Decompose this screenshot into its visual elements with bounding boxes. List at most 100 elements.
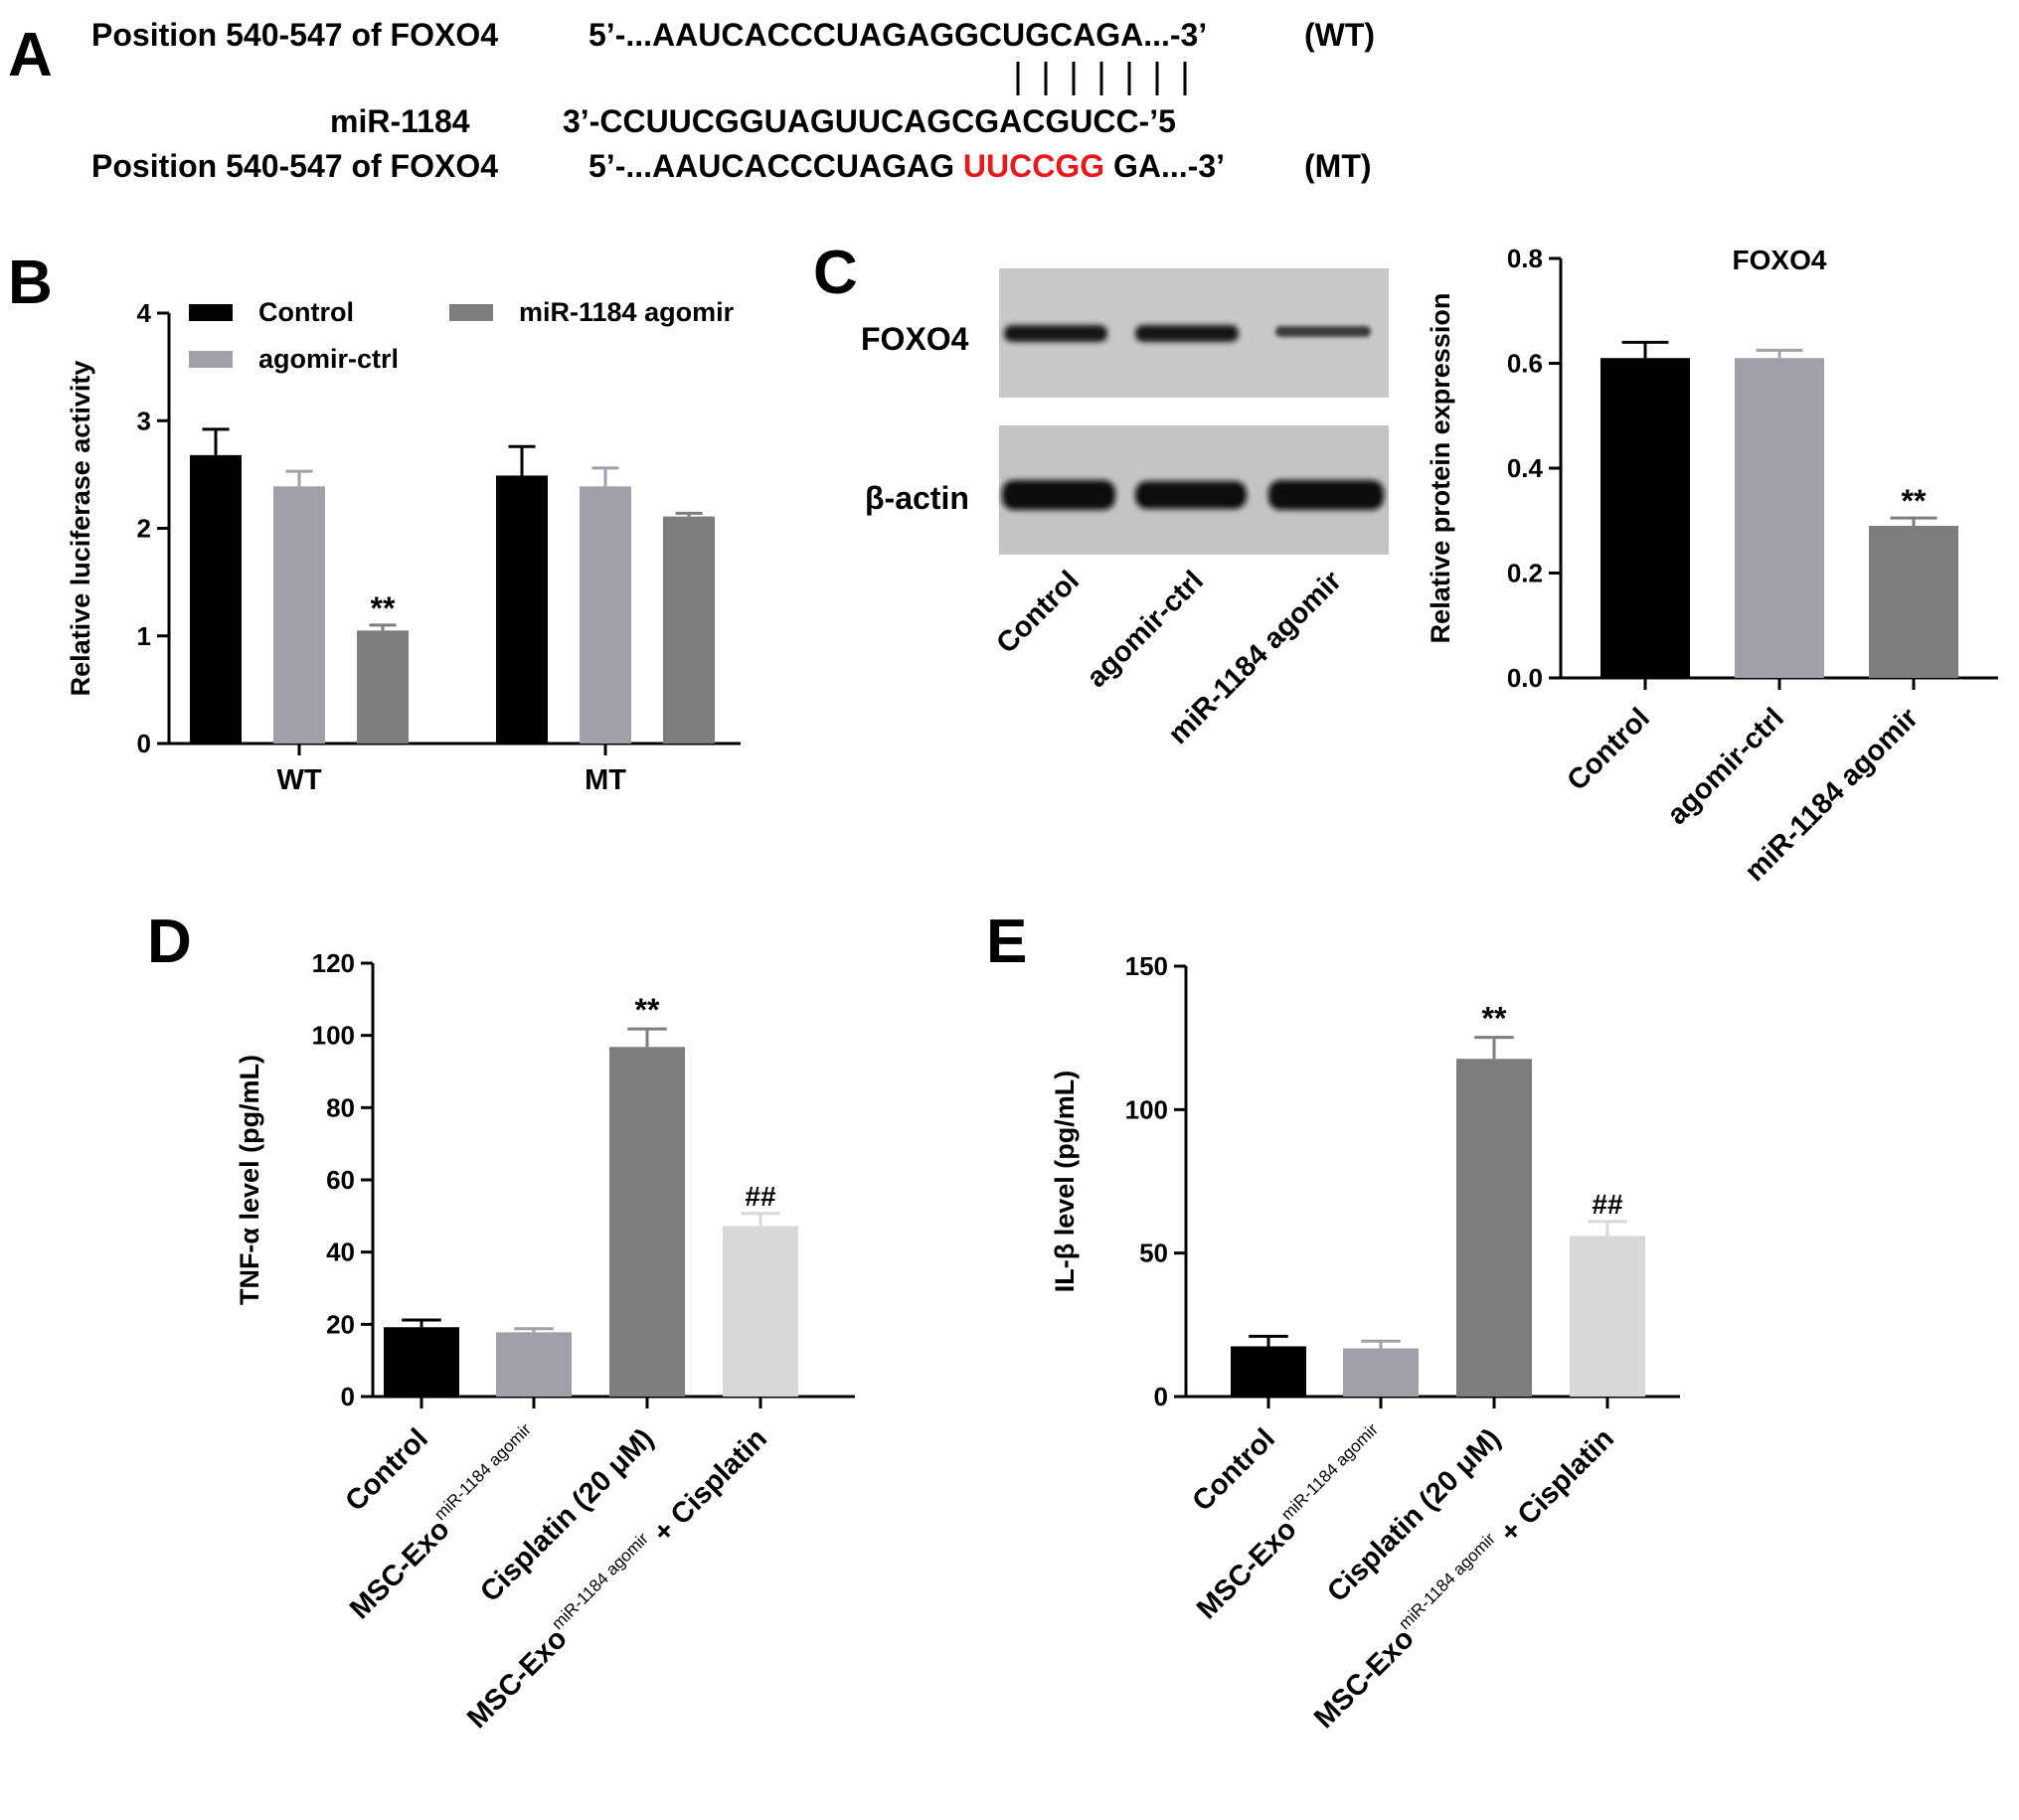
panel-letter-b: B [8, 248, 53, 317]
blot-lane-control: Control [990, 565, 1086, 660]
panel-c: C FOXO4 β-actin Control agomir-ctrl miR-… [813, 239, 1998, 888]
chart-d-y-tick-label: 20 [326, 1309, 355, 1339]
panel-letter-e: E [986, 908, 1027, 976]
base-pairing-lines [1016, 62, 1187, 95]
chart-e-3-bar [1570, 1236, 1645, 1397]
chart-d-significance: ** [635, 992, 660, 1028]
chart-d-x-label: MSC-ExomiR-1184 agomir [341, 1419, 547, 1625]
chart-c-x-label: Control [1561, 702, 1656, 797]
chart-b-legend-swatch [189, 351, 233, 368]
band-foxo4-agomir-ctrl [1135, 325, 1239, 342]
mt-tag: (MT) [1304, 148, 1372, 184]
chart-e-0-bar [1231, 1346, 1306, 1397]
chart-d-1-bar [496, 1332, 572, 1397]
chart-c-x-label: agomir-ctrl [1661, 702, 1790, 831]
mt-sequence-post: GA...-3’ [1113, 148, 1223, 184]
chart-c-2-bar [1869, 526, 1958, 678]
band-foxo4-mir-agomir [1275, 326, 1371, 337]
chart-c-y-tick-label: 0.4 [1507, 453, 1544, 483]
chart-b-legend-swatch [449, 304, 493, 321]
western-blot: FOXO4 β-actin Control agomir-ctrl miR-11… [861, 268, 1389, 750]
chart-d-y-tick-label: 40 [326, 1238, 355, 1267]
chart-d-0-bar [384, 1327, 459, 1397]
chart-e-y-axis-title: IL-β level (pg/mL) [1050, 1071, 1080, 1293]
panel-letter-c: C [813, 239, 858, 307]
chart-d-y-tick-label: 80 [326, 1092, 355, 1122]
chart-c-y-axis-title: Relative protein expression [1426, 293, 1455, 644]
chart-b-mt-1-bar [580, 486, 631, 744]
chart-e: 0 50 100 150 IL-β level (pg/mL) ControlMSC-Ex… [1050, 951, 1680, 1735]
panel-e: E 0 50 100 150 IL-β level (pg/mL) ControlMSC-… [986, 908, 1680, 1735]
chart-b: 0 1 2 3 4 Relative luciferase activity ** WT MT C… [66, 297, 741, 796]
band-actin-agomir-ctrl [1135, 481, 1247, 509]
mir-sequence: 3’-CCUUCGGUAGUUCAGCGACGUCC-’5 [563, 103, 1176, 139]
chart-b-mt-0-bar [496, 475, 548, 744]
chart-e-x-label: Control [1186, 1422, 1281, 1518]
chart-c-significance: ** [1902, 483, 1927, 519]
chart-d-y-tick-label: 60 [326, 1165, 355, 1195]
chart-d: 0 20 40 60 80 100 120 TNF-α level (pg/mL) Contro… [235, 948, 855, 1735]
wt-tag: (WT) [1304, 17, 1375, 53]
chart-c-y-tick-label: 0.6 [1507, 349, 1543, 379]
panel-d: D 0 20 40 60 80 100 120 TNF-α level (pg/mL) Cont… [147, 908, 855, 1735]
chart-b-wt-0-bar [190, 454, 242, 744]
band-actin-control [1002, 480, 1115, 510]
mir-label: miR-1184 [330, 103, 470, 139]
chart-b-legend-swatch [189, 304, 233, 321]
chart-e-significance: ## [1592, 1189, 1623, 1220]
chart-d-2-bar [609, 1047, 685, 1397]
chart-d-y-axis-title: TNF-α level (pg/mL) [235, 1055, 264, 1305]
chart-b-legend-label: Control [258, 297, 354, 327]
chart-e-1-bar [1343, 1348, 1419, 1397]
chart-b-y-tick-label: 2 [137, 514, 151, 544]
chart-d-significance: ## [745, 1181, 776, 1212]
chart-b-x-label: MT [585, 764, 626, 796]
blot-lane-agomir-ctrl: agomir-ctrl [1081, 565, 1210, 694]
mt-label: Position 540-547 of FOXO4 [91, 148, 498, 184]
chart-b-wt-1-bar [273, 486, 325, 744]
chart-b-y-tick-label: 4 [137, 298, 152, 328]
mt-sequence-pre: 5’-...AAUCACCCUAGAG [589, 148, 954, 184]
chart-e-significance: ** [1482, 1001, 1507, 1037]
chart-b-wt-2-bar [357, 630, 409, 744]
mt-sequence-mutated: UUCCGG [963, 148, 1104, 184]
chart-e-y-tick-label: 100 [1125, 1094, 1168, 1124]
chart-c-y-tick-label: 0.0 [1507, 663, 1543, 693]
chart-e-2-bar [1456, 1059, 1532, 1397]
chart-c-title: FOXO4 [1733, 245, 1827, 275]
chart-d-x-label: Control [339, 1422, 434, 1518]
chart-b-mt-2-bar [663, 516, 715, 744]
chart-b-y-tick-label: 1 [137, 621, 151, 651]
chart-b-legend-label: agomir-ctrl [258, 344, 399, 374]
chart-e-y-tick-label: 50 [1139, 1239, 1168, 1268]
chart-d-3-bar [723, 1226, 798, 1397]
panel-letter-a: A [8, 21, 53, 89]
chart-d-y-tick-label: 100 [312, 1021, 355, 1051]
chart-b-y-tick-label: 3 [137, 406, 151, 435]
chart-c-y-tick-label: 0.8 [1507, 244, 1543, 273]
chart-d-y-tick-label: 120 [312, 948, 355, 978]
chart-e-y-tick-label: 150 [1125, 951, 1168, 981]
chart-e-y-tick-label: 0 [1154, 1382, 1168, 1411]
chart-b-x-label: WT [276, 764, 321, 796]
chart-b-legend-label: miR-1184 agomir [519, 297, 735, 327]
chart-c-y-tick-label: 0.2 [1507, 559, 1543, 588]
chart-c-0-bar [1600, 358, 1690, 678]
blot-label-actin: β-actin [865, 480, 969, 516]
wt-row: Position 540-547 of FOXO4 5’-...AAUCACCC… [91, 17, 1375, 53]
wt-label: Position 540-547 of FOXO4 [91, 17, 498, 53]
chart-c: 0.0 0.2 0.4 0.6 0.8 Relative protein expressi… [1426, 244, 1998, 888]
band-foxo4-control [1004, 325, 1107, 342]
chart-b-y-axis-title: Relative luciferase activity [66, 361, 95, 697]
wt-sequence: 5’-...AAUCACCCUAGAGGCUGCAGA...-3’ [589, 17, 1205, 53]
panel-letter-d: D [147, 908, 192, 976]
panel-a: A Position 540-547 of FOXO4 5’-...AAUCAC… [8, 17, 1375, 184]
chart-e-x-label: MSC-ExomiR-1184 agomir [1188, 1419, 1394, 1625]
blot-label-foxo4: FOXO4 [861, 321, 969, 357]
chart-d-y-tick-label: 0 [341, 1382, 355, 1411]
chart-b-y-tick-label: 0 [137, 729, 151, 758]
panel-b: B 0 1 2 3 4 Relative luciferase activity ** WT M… [8, 248, 741, 796]
mt-row: Position 540-547 of FOXO4 5’-...AAUCACCC… [91, 148, 1372, 184]
band-actin-mir-agomir [1268, 480, 1384, 510]
